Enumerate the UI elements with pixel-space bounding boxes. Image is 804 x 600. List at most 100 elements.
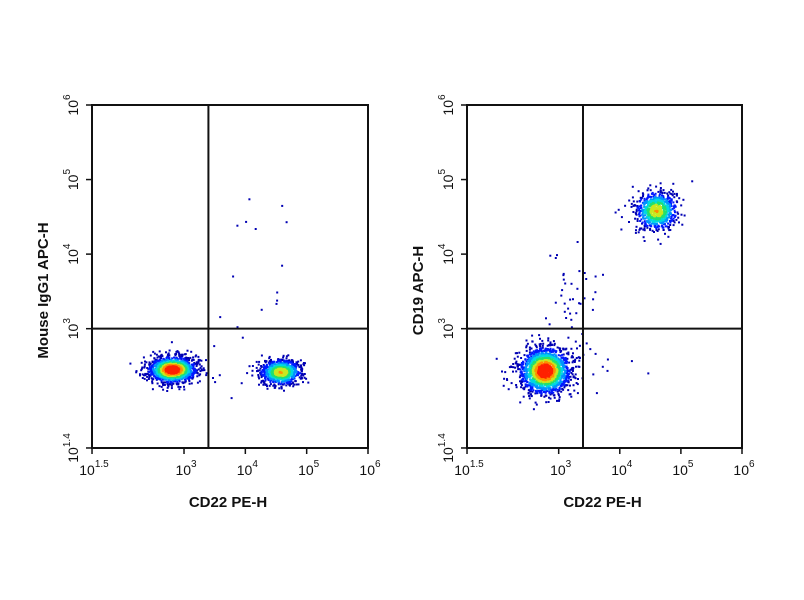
scatter-point [578, 344, 581, 347]
scatter-point [567, 373, 570, 376]
scatter-point [525, 369, 527, 372]
scatter-point [526, 363, 529, 366]
scatter-point [559, 360, 561, 363]
scatter-point [653, 221, 656, 224]
scatter-point [535, 345, 538, 347]
scatter-point [280, 362, 283, 365]
scatter-point [663, 217, 666, 220]
scatter-point [656, 208, 659, 211]
scatter-point [561, 375, 564, 378]
scatter-point [666, 205, 669, 208]
scatter-point [595, 392, 598, 395]
scatter-point [574, 373, 577, 376]
scatter-point [561, 353, 564, 356]
scatter-point [650, 195, 653, 198]
scatter-point [638, 213, 640, 216]
scatter-point [274, 385, 277, 388]
scatter-point [670, 188, 673, 191]
scatter-point [563, 358, 566, 361]
scatter-point [248, 198, 251, 201]
scatter-point [157, 373, 160, 376]
scatter-point [268, 362, 271, 365]
scatter-point [520, 357, 523, 359]
scatter-point [265, 360, 268, 363]
scatter-point [536, 354, 539, 357]
scatter-point [260, 376, 263, 379]
scatter-point [541, 380, 544, 383]
scatter-point [682, 198, 685, 201]
scatter-point [530, 355, 533, 358]
y-tick-label: 101.4 [62, 433, 81, 463]
scatter-point [535, 383, 538, 386]
scatter-point [653, 219, 655, 222]
scatter-point [635, 225, 638, 228]
scatter-point [564, 378, 567, 381]
scatter-point [657, 205, 660, 208]
scatter-point [656, 201, 659, 204]
scatter-point [670, 208, 673, 211]
scatter-point [282, 370, 285, 373]
scatter-point [549, 393, 552, 396]
scatter-point [537, 368, 540, 371]
scatter-point [165, 373, 168, 376]
scatter-point [527, 368, 530, 370]
scatter-point [296, 363, 299, 366]
scatter-point [175, 356, 178, 359]
scatter-point [661, 224, 664, 227]
scatter-point [643, 210, 646, 213]
scatter-point [524, 358, 527, 361]
scatter-point [667, 200, 670, 203]
scatter-points [129, 198, 310, 400]
scatter-point [540, 384, 543, 387]
scatter-point [537, 363, 540, 366]
scatter-point [158, 350, 161, 353]
scatter-point [292, 374, 295, 377]
scatter-point [268, 384, 271, 387]
scatter-point [189, 369, 192, 372]
scatter-point [195, 365, 198, 367]
scatter-point [564, 282, 567, 285]
scatter-point [533, 366, 536, 369]
scatter-point [657, 228, 660, 231]
scatter-point [639, 220, 642, 222]
scatter-point [529, 371, 532, 374]
scatter-point [177, 366, 180, 369]
scatter-point [636, 220, 639, 222]
scatter-point [663, 191, 666, 194]
scatter-point [159, 373, 162, 376]
scatter-point [545, 367, 548, 370]
scatter-point [278, 387, 281, 390]
scatter-point [152, 365, 155, 368]
scatter-point [146, 379, 148, 382]
scatter-point [304, 362, 306, 365]
scatter-point [521, 368, 524, 371]
scatter-point [302, 374, 305, 377]
scatter-point [258, 360, 261, 363]
scatter-point [578, 359, 581, 362]
scatter-point [156, 374, 159, 377]
scatter-point [260, 373, 263, 376]
scatter-point [263, 365, 266, 368]
scatter-point [653, 224, 656, 227]
scatter-point [647, 217, 650, 220]
scatter-point [282, 366, 284, 369]
scatter-point [282, 383, 284, 386]
scatter-point [170, 384, 173, 387]
scatter-point [528, 357, 531, 360]
scatter-point [653, 193, 656, 196]
scatter-point [549, 358, 552, 361]
scatter-point [545, 385, 548, 388]
scatter-point [200, 368, 203, 371]
scatter-point [199, 366, 202, 369]
scatter-point [558, 398, 561, 401]
scatter-point [662, 206, 665, 209]
scatter-point [535, 369, 538, 372]
scatter-point [161, 360, 164, 363]
scatter-point [562, 373, 565, 376]
scatter-point [665, 216, 668, 219]
scatter-point [560, 385, 563, 388]
scatter-point [556, 346, 559, 349]
scatter-point [566, 375, 569, 378]
scatter-point [529, 382, 532, 385]
